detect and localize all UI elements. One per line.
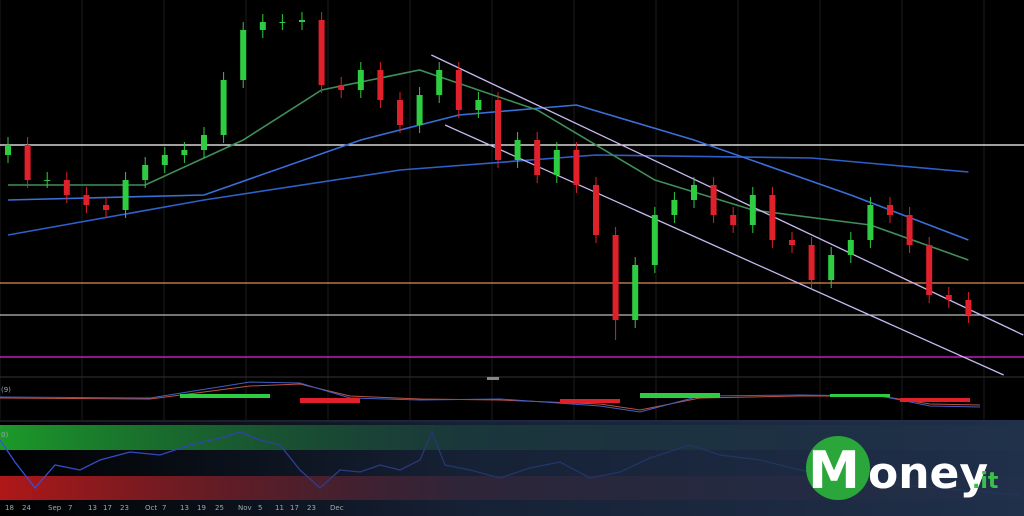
candle-body — [769, 195, 776, 240]
candle-body — [240, 30, 247, 80]
x-tick-label: Oct — [145, 504, 157, 512]
candle-body — [416, 95, 423, 125]
candle-body — [651, 215, 658, 265]
candle-body — [691, 185, 697, 200]
candle-body — [553, 150, 560, 175]
candle-body — [455, 70, 462, 110]
x-tick-label: 13 — [88, 504, 97, 512]
candle-body — [945, 295, 952, 300]
logo-suffix: .it — [972, 469, 999, 494]
candle-body — [573, 150, 580, 185]
candle-body — [495, 100, 501, 160]
macd-panel — [0, 381, 981, 413]
x-tick-label: 19 — [197, 504, 206, 512]
candle-body — [299, 20, 305, 22]
logo-word: oney — [868, 448, 988, 499]
trendline — [431, 54, 1024, 336]
candle-body — [377, 70, 384, 100]
candle-body — [593, 185, 599, 235]
x-tick-label: 24 — [22, 504, 31, 512]
x-tick-label: 7 — [68, 504, 72, 512]
moving-average — [7, 104, 969, 241]
candle-body — [220, 80, 227, 135]
x-tick-label: 7 — [162, 504, 166, 512]
candle-body — [142, 165, 149, 180]
candle-body — [749, 195, 756, 225]
price-panel — [0, 12, 1024, 376]
candle-body — [201, 135, 207, 150]
candle-body — [887, 205, 893, 215]
resize-handle[interactable] — [487, 377, 499, 380]
x-tick-label: 17 — [103, 504, 112, 512]
x-tick-label: 23 — [307, 504, 316, 512]
candle-body — [103, 205, 109, 210]
candle-body — [632, 265, 639, 320]
candle-body — [259, 22, 266, 30]
candle-body — [926, 245, 933, 295]
x-tick-label: 5 — [258, 504, 262, 512]
candle-body — [397, 100, 403, 125]
candle-body — [357, 70, 364, 90]
candle-body — [63, 180, 70, 195]
candle-body — [730, 215, 737, 225]
x-tick-label: 17 — [290, 504, 299, 512]
candle-body — [475, 100, 482, 110]
x-tick-label: Nov — [238, 504, 252, 512]
candle-body — [436, 70, 443, 95]
candle-body — [338, 85, 345, 90]
candle-body — [789, 240, 795, 245]
candle-body — [847, 240, 854, 255]
candle-body — [279, 22, 286, 23]
x-tick-label: Sep — [48, 504, 62, 512]
candle-body — [534, 140, 541, 175]
x-tick-label: 18 — [5, 504, 14, 512]
x-tick-label: 13 — [180, 504, 189, 512]
candle-body — [181, 150, 188, 155]
candle-body — [612, 235, 619, 320]
panel-label: (9) — [1, 386, 11, 394]
x-tick-label: 25 — [215, 504, 224, 512]
candle-body — [906, 215, 913, 245]
candle-body — [828, 255, 835, 280]
candle-body — [965, 300, 972, 315]
candle-body — [671, 200, 678, 215]
candle-body — [5, 145, 11, 155]
x-tick-label: 11 — [275, 504, 284, 512]
candle-body — [710, 185, 717, 215]
x-tick-label: Dec — [330, 504, 344, 512]
x-tick-label: 23 — [120, 504, 129, 512]
moving-average — [8, 69, 969, 261]
candle-body — [24, 145, 31, 180]
candle-body — [808, 245, 815, 280]
logo: M oney .it — [806, 436, 999, 501]
candle-body — [44, 180, 51, 181]
candle-body — [83, 195, 90, 205]
candle-body — [122, 180, 129, 210]
logo-initial: M — [808, 441, 860, 501]
candle-body — [161, 155, 168, 165]
candle-body — [867, 205, 874, 240]
candle-body — [514, 140, 521, 160]
candle-body — [318, 20, 325, 85]
logo-circle — [806, 436, 870, 500]
